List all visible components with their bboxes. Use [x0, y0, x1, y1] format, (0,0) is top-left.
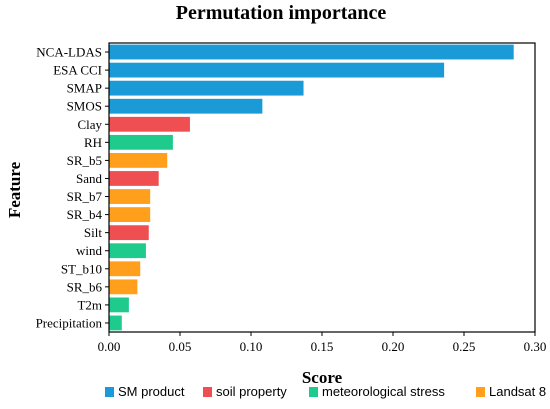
bar-sand [109, 171, 159, 186]
y-tick-label: SR_b6 [67, 279, 103, 294]
x-axis-title: Score [302, 368, 343, 387]
chart-title: Permutation importance [176, 2, 387, 24]
y-tick-label: SMAP [67, 81, 102, 96]
bar-sr-b4 [109, 207, 151, 222]
legend: SM product soil property meteorological st… [105, 384, 546, 399]
legend-swatch-landsat-8 [476, 387, 485, 397]
x-tick-label: 0.30 [524, 339, 547, 354]
bar-smos [109, 98, 263, 114]
legend-swatch-sm-product [105, 387, 114, 397]
bar-sr-b5 [109, 153, 168, 168]
bar-sr-b6 [109, 279, 138, 295]
y-axis-title: Feature [5, 161, 24, 218]
bar-smap [109, 80, 304, 96]
bar-rh [109, 134, 173, 150]
y-tick-label: Precipitation [36, 315, 103, 330]
bar-silt [109, 225, 149, 241]
x-tick-label: 0.10 [240, 339, 263, 354]
bar-clay [109, 116, 190, 132]
plot-area: NCA-LDAS ESA CCI SMAP SMOS Clay RH SR_b5 Sand SR… [36, 42, 547, 354]
x-tick-label: 0.25 [453, 339, 476, 354]
legend-label-soil-property: soil property [216, 384, 287, 399]
bar-wind [109, 243, 146, 259]
y-tick-label: SMOS [67, 99, 102, 114]
bar-t2m [109, 297, 129, 313]
bar-sr-b7 [109, 189, 151, 204]
legend-swatch-meteorological-stress [309, 387, 318, 397]
y-tick-label: T2m [77, 297, 102, 312]
y-tick-label: Sand [76, 171, 103, 186]
y-tick-label: SR_b7 [67, 189, 103, 204]
legend-label-sm-product: SM product [118, 384, 185, 399]
bar-st-b10 [109, 261, 141, 277]
x-tick-label: 0.20 [382, 339, 405, 354]
legend-label-landsat-8: Landsat 8 [489, 384, 546, 399]
y-tick-label: SR_b5 [67, 153, 102, 168]
bar-nca-ldas [109, 44, 514, 60]
y-tick-label: Silt [84, 225, 102, 240]
bar-esa-cci [109, 62, 445, 78]
y-tick-label: RH [84, 135, 102, 150]
y-tick-label: Clay [77, 117, 102, 132]
y-tick-label: NCA-LDAS [36, 45, 102, 60]
x-tick-label: 0.15 [311, 339, 334, 354]
legend-swatch-soil-property [203, 387, 212, 397]
y-tick-label: wind [76, 243, 103, 258]
legend-label-meteorological-stress: meteorological stress [322, 384, 445, 399]
x-tick-label: 0.00 [98, 339, 121, 354]
x-tick-label: 0.05 [169, 339, 192, 354]
bar-precipitation [109, 315, 122, 331]
y-tick-label: ESA CCI [53, 63, 102, 78]
y-tick-label: ST_b10 [61, 261, 102, 276]
y-tick-label: SR_b4 [67, 207, 103, 222]
